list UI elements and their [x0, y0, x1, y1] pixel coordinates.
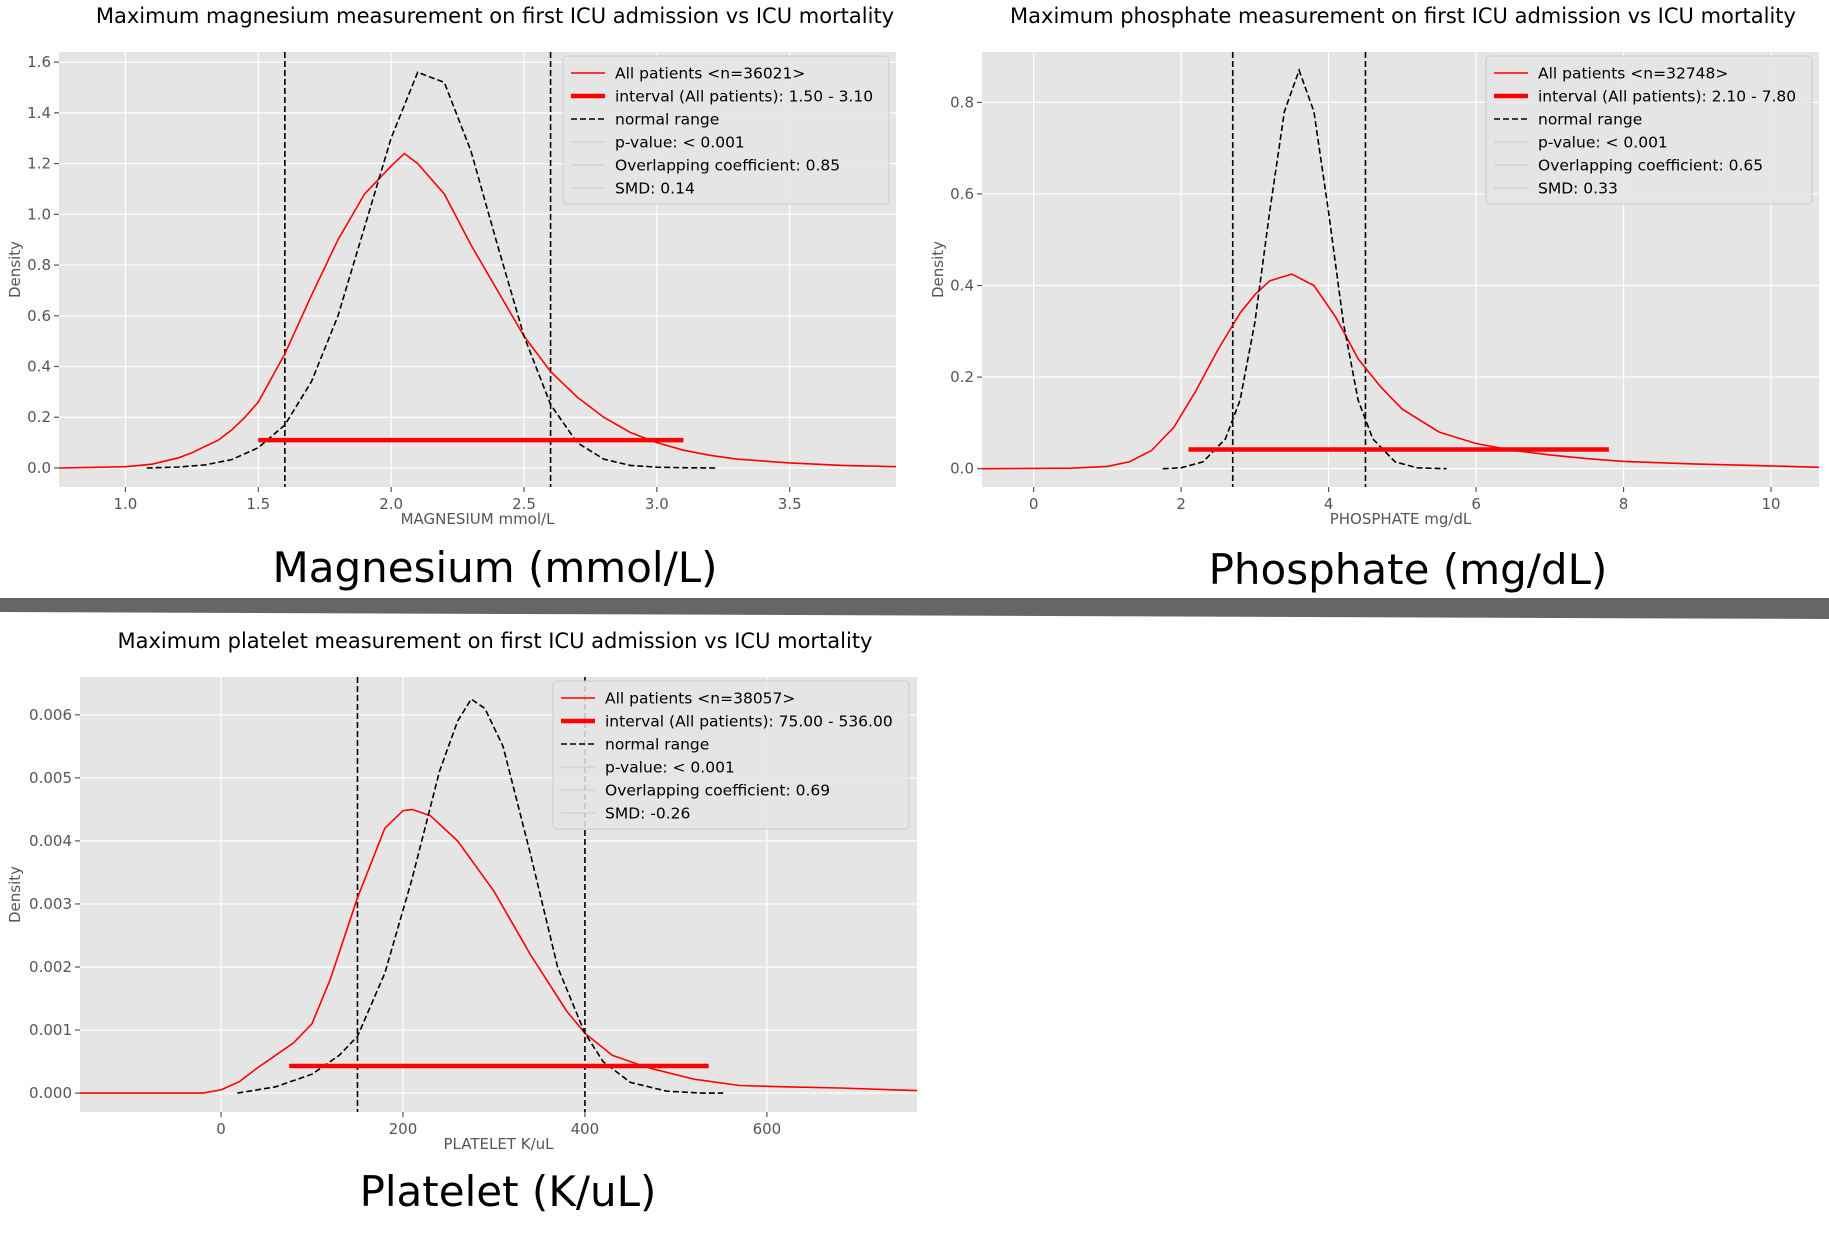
y-axis-label: Density	[6, 241, 24, 298]
y-tick-label: 0.6	[27, 307, 51, 325]
chart-title: Maximum platelet measurement on first IC…	[118, 629, 873, 653]
normal-distribution-curve	[237, 697, 724, 1094]
grid: 0 200 400 600 0.000 0.001 0.002 0.003 0.004 0.005…	[29, 677, 917, 1138]
y-tick-label: 0.006	[29, 706, 72, 724]
legend-label: interval (All patients): 75.00 - 536.00	[605, 713, 893, 731]
legend-label: p-value: < 0.001	[1538, 134, 1668, 152]
legend-label: interval (All patients): 2.10 - 7.80	[1538, 88, 1796, 106]
x-tick-label: 6	[1471, 495, 1481, 513]
section-separator	[0, 598, 1829, 619]
legend-label: Overlapping coefficient: 0.85	[615, 157, 840, 175]
legend: All patients <n=32748> interval (All pati…	[1485, 55, 1813, 205]
x-axis-label: PLATELET K/uL	[443, 1135, 554, 1153]
x-tick-label: 600	[753, 1120, 782, 1138]
y-tick-label: 0.8	[27, 256, 51, 274]
legend-label: All patients <n=32748>	[1538, 65, 1728, 83]
legend-label: Overlapping coefficient: 0.65	[1538, 157, 1763, 175]
y-tick-label: 1.6	[27, 53, 51, 71]
y-tick-label: 0.6	[950, 185, 974, 203]
x-tick-label: 2	[1176, 495, 1186, 513]
legend-label: normal range	[615, 111, 719, 129]
y-tick-label: 0.4	[950, 277, 974, 295]
plot-marks	[982, 52, 1819, 487]
y-tick-label: 1.0	[27, 205, 51, 223]
y-tick-label: 1.2	[27, 155, 51, 173]
y-tick-label: 1.4	[27, 104, 51, 122]
y-tick-label: 0.0	[950, 460, 974, 478]
x-tick-label: 0	[1029, 495, 1039, 513]
chart-panel-2: Maximum phosphate measurement on first I…	[929, 4, 1819, 594]
legend-label: All patients <n=36021>	[615, 65, 805, 83]
legend-label: SMD: -0.26	[605, 805, 690, 823]
kde-curve-all-patients	[982, 273, 1819, 470]
legend-label: SMD: 0.33	[1538, 180, 1618, 198]
x-tick-label: 10	[1762, 495, 1781, 513]
x-tick-label: 4	[1324, 495, 1334, 513]
legend-label: normal range	[605, 736, 709, 754]
legend-label: SMD: 0.14	[615, 180, 695, 198]
kde-curve-all-patients	[59, 152, 896, 469]
y-tick-label: 0.001	[29, 1021, 72, 1039]
kde-curve-all-patients	[80, 808, 917, 1094]
x-tick-label: 1.5	[246, 495, 270, 513]
x-tick-label: 1.0	[113, 495, 137, 513]
x-tick-label: 2.0	[379, 495, 403, 513]
legend-label: p-value: < 0.001	[615, 134, 745, 152]
chart-title: Maximum phosphate measurement on first I…	[1010, 4, 1796, 28]
y-tick-label: 0.005	[29, 769, 72, 787]
normal-distribution-curve	[146, 71, 716, 469]
y-tick-label: 0.4	[27, 358, 51, 376]
y-tick-label: 0.000	[29, 1084, 72, 1102]
x-tick-label: 3.0	[645, 495, 669, 513]
plot-marks	[59, 52, 896, 487]
legend-box	[1485, 55, 1813, 205]
legend-label: p-value: < 0.001	[605, 759, 735, 777]
x-tick-label: 3.5	[778, 495, 802, 513]
legend: All patients <n=36021> interval (All pati…	[562, 55, 890, 205]
grid: 0 2 4 6 8 10 0.0 0.2 0.4 0.6 0.8	[950, 52, 1819, 513]
chart-caption: Phosphate (mg/dL)	[1209, 545, 1608, 594]
legend-label: interval (All patients): 1.50 - 3.10	[615, 88, 873, 106]
x-axis-label: MAGNESIUM mmol/L	[401, 510, 556, 528]
chart-panel-3: Maximum platelet measurement on first IC…	[6, 629, 917, 1216]
chart-panel-1: Maximum magnesium measurement on first I…	[6, 4, 896, 592]
legend-label: normal range	[1538, 111, 1642, 129]
chart-caption: Magnesium (mmol/L)	[272, 543, 717, 592]
chart-title: Maximum magnesium measurement on first I…	[96, 4, 894, 28]
y-tick-label: 0.002	[29, 958, 72, 976]
x-tick-label: 200	[389, 1120, 418, 1138]
chart-caption: Platelet (K/uL)	[360, 1167, 657, 1216]
legend-box	[562, 55, 890, 205]
grid: 1.0 1.5 2.0 2.5 3.0 3.5 0.0 0.2 0.4 0.6 0.8 1.0 1.2 1…	[27, 52, 896, 513]
y-tick-label: 0.2	[27, 408, 51, 426]
y-axis-label: Density	[929, 241, 947, 298]
y-tick-label: 0.003	[29, 895, 72, 913]
y-tick-label: 0.004	[29, 832, 72, 850]
x-axis-label: PHOSPHATE mg/dL	[1330, 510, 1472, 528]
x-tick-label: 0	[216, 1120, 226, 1138]
x-tick-label: 8	[1619, 495, 1629, 513]
legend-label: Overlapping coefficient: 0.69	[605, 782, 830, 800]
normal-distribution-curve	[1162, 67, 1447, 470]
x-tick-label: 400	[571, 1120, 600, 1138]
legend: All patients <n=38057> interval (All pati…	[552, 680, 910, 830]
legend-label: All patients <n=38057>	[605, 690, 795, 708]
y-axis-label: Density	[6, 866, 24, 923]
y-tick-label: 0.2	[950, 368, 974, 386]
legend-box	[552, 680, 910, 830]
y-tick-label: 0.8	[950, 93, 974, 111]
y-tick-label: 0.0	[27, 459, 51, 477]
x-tick-label: 2.5	[512, 495, 536, 513]
